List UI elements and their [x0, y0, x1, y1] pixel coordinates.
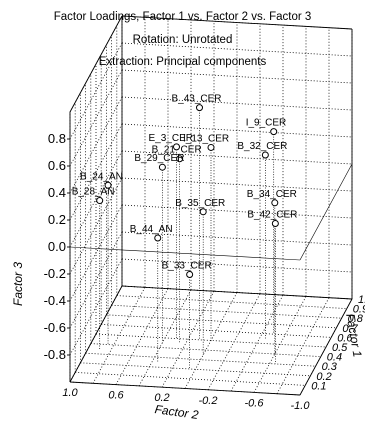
data-point-marker [271, 199, 279, 207]
tick-label-factor-3: -0.2 [44, 266, 66, 281]
point-stems [99, 107, 276, 369]
data-point-marker [154, 234, 162, 242]
axis-ticks: 0.8 0.6 0.4 0.2 0.0 -0.2 -0.4 -0.6 -0.8 1.0 0.6 0.2… [44, 131, 365, 412]
tick-label-factor-2: -1.0 [291, 400, 311, 412]
tick-label-factor-2: -0.6 [245, 397, 265, 409]
data-point-marker [104, 181, 112, 189]
plot-box-edge [69, 285, 123, 383]
tick-label-factor-2: 1.0 [62, 387, 78, 399]
tick-label-factor-1: 0.9 [353, 304, 365, 316]
axis-label-factor-2: Factor 2 [154, 402, 200, 422]
data-point-label: B_24_AN [80, 171, 123, 182]
plot-frame [69, 15, 353, 396]
tick-label-factor-2: 0.2 [154, 392, 169, 404]
tick-label-factor-2: 0.6 [108, 390, 124, 402]
grid-line-floor [92, 287, 146, 384]
tick-label-factor-3: -0.6 [44, 320, 66, 335]
tick-label-factor-3: 0.8 [48, 131, 66, 146]
chart-title: Factor Loadings, Factor 1 vs. Factor 2 v… [53, 11, 312, 23]
zero-plane-edge [299, 163, 353, 261]
zero-plane-edge [69, 246, 301, 261]
data-point-marker [271, 220, 279, 228]
tick-label-factor-2: -0.2 [199, 395, 218, 407]
tick-label-factor-1: 0.5 [332, 342, 348, 354]
tick-label-factor-1: 0.7 [342, 323, 358, 335]
tick-label-factor-3: 0.0 [48, 239, 66, 254]
data-point-marker [158, 163, 166, 171]
data-point-marker [261, 151, 269, 159]
tick-label-factor-1: 0.3 [322, 361, 338, 373]
data-point-label: B_43_CER [172, 94, 222, 105]
plot-box-edge [299, 298, 353, 396]
grid-line-floor [111, 304, 342, 319]
grid-line-floor [85, 352, 316, 367]
data-point-label: B_35_CER [175, 198, 225, 209]
grid-line-floor [75, 372, 306, 386]
tick-label-factor-1: 1.0 [358, 294, 365, 306]
plot-box-edge [69, 381, 301, 396]
tick-label-factor-3: -0.4 [44, 293, 66, 308]
chart-subtitle-extraction: Extraction: Principal components [98, 56, 267, 68]
grid-line-floor [101, 324, 332, 338]
grid-line-floor [161, 291, 215, 388]
grid-line-floor [115, 288, 169, 385]
grid-line-floor [80, 362, 311, 377]
data-point-label: B_29_CER [134, 153, 184, 164]
grid-line-floor [106, 314, 337, 329]
tick-label-factor-3: 0.2 [48, 212, 66, 227]
tick-label-factor-3: 0.6 [48, 158, 66, 173]
data-point-marker [186, 270, 194, 278]
data-point-label: B_28_AN [72, 187, 115, 198]
grid-line-floor [116, 295, 347, 309]
grid-line-floor [253, 296, 307, 393]
data-point-marker [176, 155, 184, 163]
tick-label-factor-1: 0.4 [327, 352, 342, 364]
data-point-marker [199, 208, 207, 216]
data-point-label: E_3_CER [149, 133, 193, 144]
data-point-label: B_32_CER [237, 141, 287, 152]
data-point-label: B_21_CER [152, 145, 202, 156]
grid-line-floor [230, 294, 284, 392]
tick-label-factor-1: 0.1 [311, 380, 326, 392]
data-point-marker [196, 104, 203, 112]
grid-line-floor [90, 343, 321, 357]
tick-label-factor-1: 0.2 [316, 371, 331, 383]
data-point-label: B_42_CER [247, 210, 297, 221]
tick-label-factor-3: 0.4 [48, 185, 66, 200]
data-point-marker [207, 143, 215, 151]
data-point-label: B_44_AN [130, 224, 173, 235]
data-point-label: B_34_CER [247, 189, 297, 200]
data-point-label: I_13_CER [183, 133, 229, 144]
plot-box-edge [121, 15, 353, 30]
tick-label-factor-1: 0.8 [348, 313, 364, 325]
data-point-marker [173, 143, 180, 151]
data-point-label: B_33_CER [162, 260, 212, 271]
data-point-label: I_9_CER [246, 118, 287, 129]
tick-label-factor-3: -0.8 [44, 347, 66, 362]
data-point-marker [96, 197, 104, 205]
axis-label-factor-3: Factor 3 [11, 262, 25, 306]
plot-box-edge [121, 285, 353, 300]
plot-box-edge [69, 15, 123, 113]
chart-subtitle-rotation: Rotation: Unrotated [132, 34, 233, 46]
tick-label-factor-1: 0.6 [337, 332, 353, 344]
data-point-marker [270, 128, 278, 136]
